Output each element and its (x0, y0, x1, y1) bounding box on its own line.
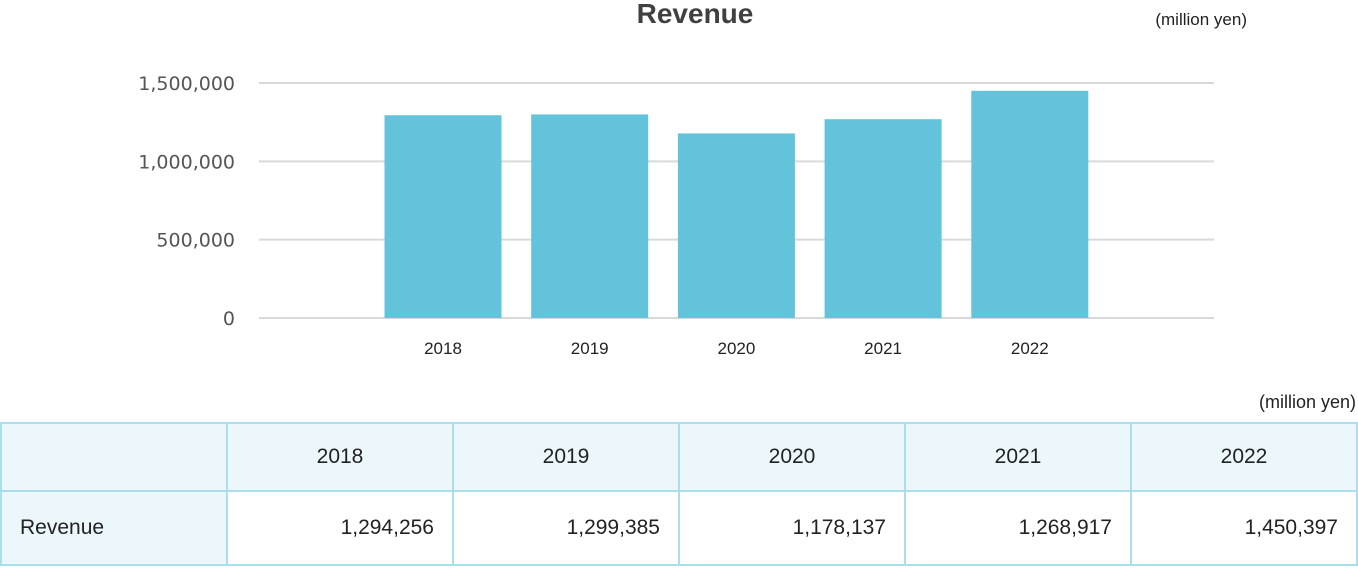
header-cell: 2019 (452, 422, 680, 492)
table-row: Revenue 1,294,256 1,299,385 1,178,137 1,… (0, 490, 1358, 566)
header-cell: 2021 (904, 422, 1132, 492)
x-tick-label: 2018 (424, 339, 462, 358)
y-tick-label: 1,000,000 (138, 151, 235, 173)
table-unit-label: (million yen) (1258, 392, 1356, 412)
table-header-row: 2018 2019 2020 2021 2022 (0, 422, 1358, 492)
y-tick-label: 0 (223, 308, 235, 330)
value-cell: 1,450,397 (1130, 490, 1358, 566)
y-tick-label: 1,500,000 (138, 73, 235, 95)
header-cell: 2020 (678, 422, 906, 492)
value-cell: 1,268,917 (904, 490, 1132, 566)
bar-2020 (677, 133, 795, 318)
header-cell (0, 422, 228, 492)
bar-2021 (824, 119, 942, 318)
x-tick-label: 2021 (864, 339, 902, 358)
header-cell: 2022 (1130, 422, 1358, 492)
bar-2019 (531, 114, 649, 318)
bar-2022 (971, 90, 1089, 318)
revenue-table: 2018 2019 2020 2021 2022 Revenue 1,294,2… (0, 422, 1358, 566)
value-cell: 1,178,137 (678, 490, 906, 566)
value-cell: 1,299,385 (452, 490, 680, 566)
x-tick-label: 2022 (1011, 339, 1049, 358)
revenue-chart: Revenue (million yen) 0 500,000 1,000,000 1… (138, 0, 1247, 358)
bar-2018 (384, 115, 502, 319)
chart-unit-label: (million yen) (1155, 10, 1247, 29)
row-label: Revenue (0, 490, 228, 566)
chart-title: Revenue (637, 0, 754, 29)
value-cell: 1,294,256 (226, 490, 454, 566)
header-cell: 2018 (226, 422, 454, 492)
x-tick-label: 2019 (571, 339, 609, 358)
y-tick-label: 500,000 (156, 230, 235, 252)
x-tick-label: 2020 (717, 339, 755, 358)
